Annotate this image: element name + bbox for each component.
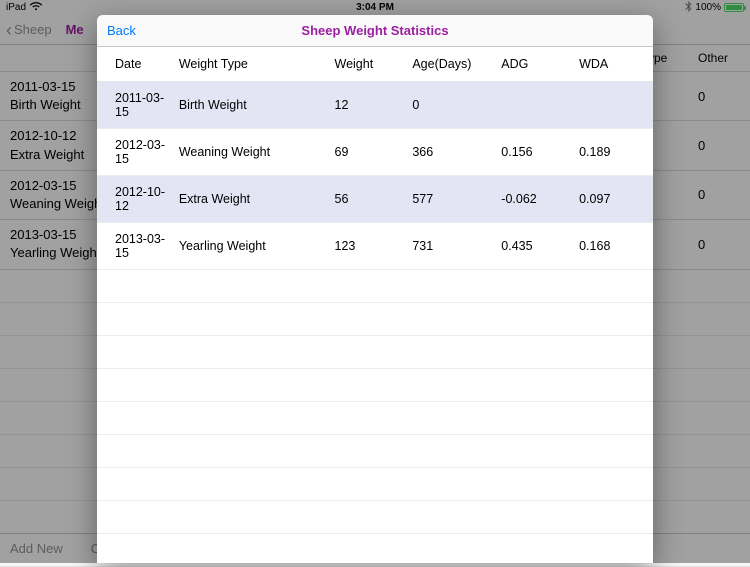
stats-table-container: Date Weight Type Weight Age(Days) ADG WD…	[97, 47, 653, 563]
col-date: Date	[97, 47, 175, 82]
empty-row	[97, 303, 653, 336]
cell-wda: 0.189	[575, 129, 653, 176]
empty-row	[97, 501, 653, 534]
modal: Back Sheep Weight Statistics Date Weight…	[97, 15, 653, 563]
cell-type: Birth Weight	[175, 82, 331, 129]
cell-wda: 0.097	[575, 176, 653, 223]
cell-date: 2013-03-15	[97, 223, 175, 270]
table-row[interactable]: 2012-03-15Weaning Weight693660.1560.189	[97, 129, 653, 176]
col-age: Age(Days)	[408, 47, 497, 82]
cell-date: 2011-03-15	[97, 82, 175, 129]
cell-adg	[497, 82, 575, 129]
empty-row	[97, 435, 653, 468]
cell-weight: 123	[331, 223, 409, 270]
cell-wda	[575, 82, 653, 129]
col-weight-type: Weight Type	[175, 47, 331, 82]
col-weight: Weight	[331, 47, 409, 82]
cell-type: Yearling Weight	[175, 223, 331, 270]
cell-adg: 0.435	[497, 223, 575, 270]
cell-weight: 56	[331, 176, 409, 223]
modal-back-button[interactable]: Back	[97, 23, 136, 38]
col-adg: ADG	[497, 47, 575, 82]
cell-weight: 69	[331, 129, 409, 176]
table-row[interactable]: 2013-03-15Yearling Weight1237310.4350.16…	[97, 223, 653, 270]
modal-title: Sheep Weight Statistics	[301, 23, 448, 38]
cell-age: 366	[408, 129, 497, 176]
cell-age: 731	[408, 223, 497, 270]
cell-adg: 0.156	[497, 129, 575, 176]
cell-weight: 12	[331, 82, 409, 129]
cell-date: 2012-10-12	[97, 176, 175, 223]
empty-row	[97, 369, 653, 402]
empty-row	[97, 534, 653, 563]
empty-row	[97, 468, 653, 501]
col-wda: WDA	[575, 47, 653, 82]
table-row[interactable]: 2012-10-12Extra Weight56577-0.0620.097	[97, 176, 653, 223]
cell-age: 577	[408, 176, 497, 223]
table-row[interactable]: 2011-03-15Birth Weight120	[97, 82, 653, 129]
empty-row	[97, 270, 653, 303]
empty-row	[97, 402, 653, 435]
stats-table: Date Weight Type Weight Age(Days) ADG WD…	[97, 47, 653, 270]
cell-type: Weaning Weight	[175, 129, 331, 176]
empty-row	[97, 336, 653, 369]
cell-type: Extra Weight	[175, 176, 331, 223]
table-header-row: Date Weight Type Weight Age(Days) ADG WD…	[97, 47, 653, 82]
cell-date: 2012-03-15	[97, 129, 175, 176]
cell-age: 0	[408, 82, 497, 129]
cell-adg: -0.062	[497, 176, 575, 223]
cell-wda: 0.168	[575, 223, 653, 270]
modal-header: Back Sheep Weight Statistics	[97, 15, 653, 47]
